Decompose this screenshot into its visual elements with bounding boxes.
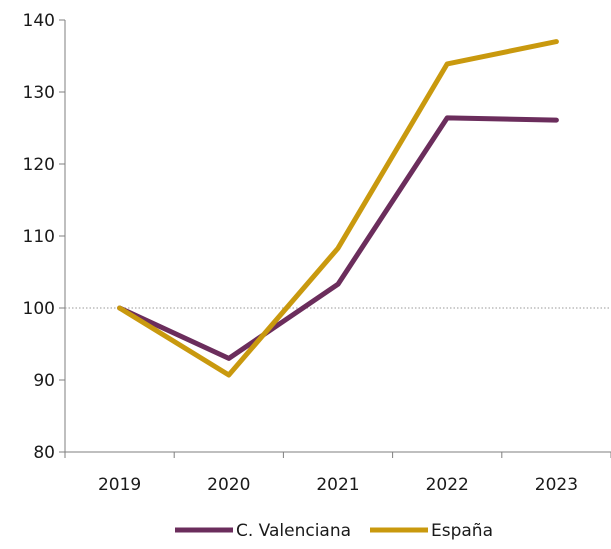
series-line-espana xyxy=(117,39,559,378)
legend-label: C. Valenciana xyxy=(236,521,351,541)
y-axis: 80 90 100 110 120 130 140 xyxy=(23,11,66,463)
y-tick-label: 140 xyxy=(23,11,55,31)
x-tick-label: 2020 xyxy=(207,475,250,495)
y-tick-label: 90 xyxy=(33,371,55,391)
y-tick-label: 100 xyxy=(23,299,55,319)
x-tick-label: 2022 xyxy=(426,475,469,495)
y-tick-label: 80 xyxy=(33,443,55,463)
series-line-c-valenciana xyxy=(117,115,559,361)
x-axis: 2019 2020 2021 2022 2023 xyxy=(64,451,611,495)
series-lines xyxy=(117,39,559,378)
y-tick-label: 130 xyxy=(23,83,55,103)
x-tick-label: 2019 xyxy=(98,475,141,495)
y-tick-label: 120 xyxy=(23,155,55,175)
legend: C. Valenciana España xyxy=(175,521,493,541)
y-tick-label: 110 xyxy=(23,227,55,247)
x-tick-label: 2023 xyxy=(535,475,578,495)
legend-label: España xyxy=(431,521,493,541)
x-tick-label: 2021 xyxy=(316,475,359,495)
